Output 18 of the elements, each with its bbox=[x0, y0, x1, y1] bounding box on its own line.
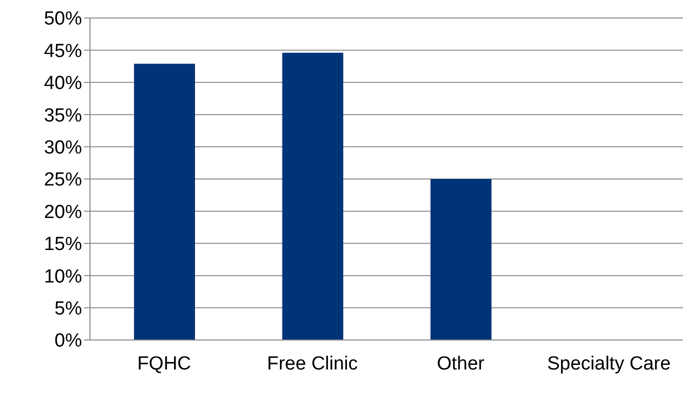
y-tick-label: 0% bbox=[54, 330, 82, 352]
y-tick-label: 20% bbox=[44, 202, 82, 223]
x-tick-label: Other bbox=[436, 353, 486, 374]
y-tick-label: 40% bbox=[44, 73, 82, 94]
x-tick-label: Specialty Care bbox=[547, 353, 671, 374]
y-tick-label: 15% bbox=[44, 234, 82, 256]
bar bbox=[430, 179, 492, 340]
y-tick-label: 50% bbox=[44, 8, 82, 30]
x-tick-label: FQHC bbox=[137, 353, 192, 374]
bar bbox=[134, 64, 195, 340]
y-tick-label: 5% bbox=[54, 298, 82, 320]
y-tick-label: 30% bbox=[44, 138, 82, 159]
y-tick-label: 45% bbox=[44, 40, 82, 62]
y-tick-label: 35% bbox=[44, 105, 82, 126]
y-tick-label: 10% bbox=[44, 266, 82, 288]
x-tick-label: Free Clinic bbox=[266, 353, 358, 374]
bar bbox=[282, 52, 344, 340]
y-tick-label: 25% bbox=[44, 170, 82, 191]
